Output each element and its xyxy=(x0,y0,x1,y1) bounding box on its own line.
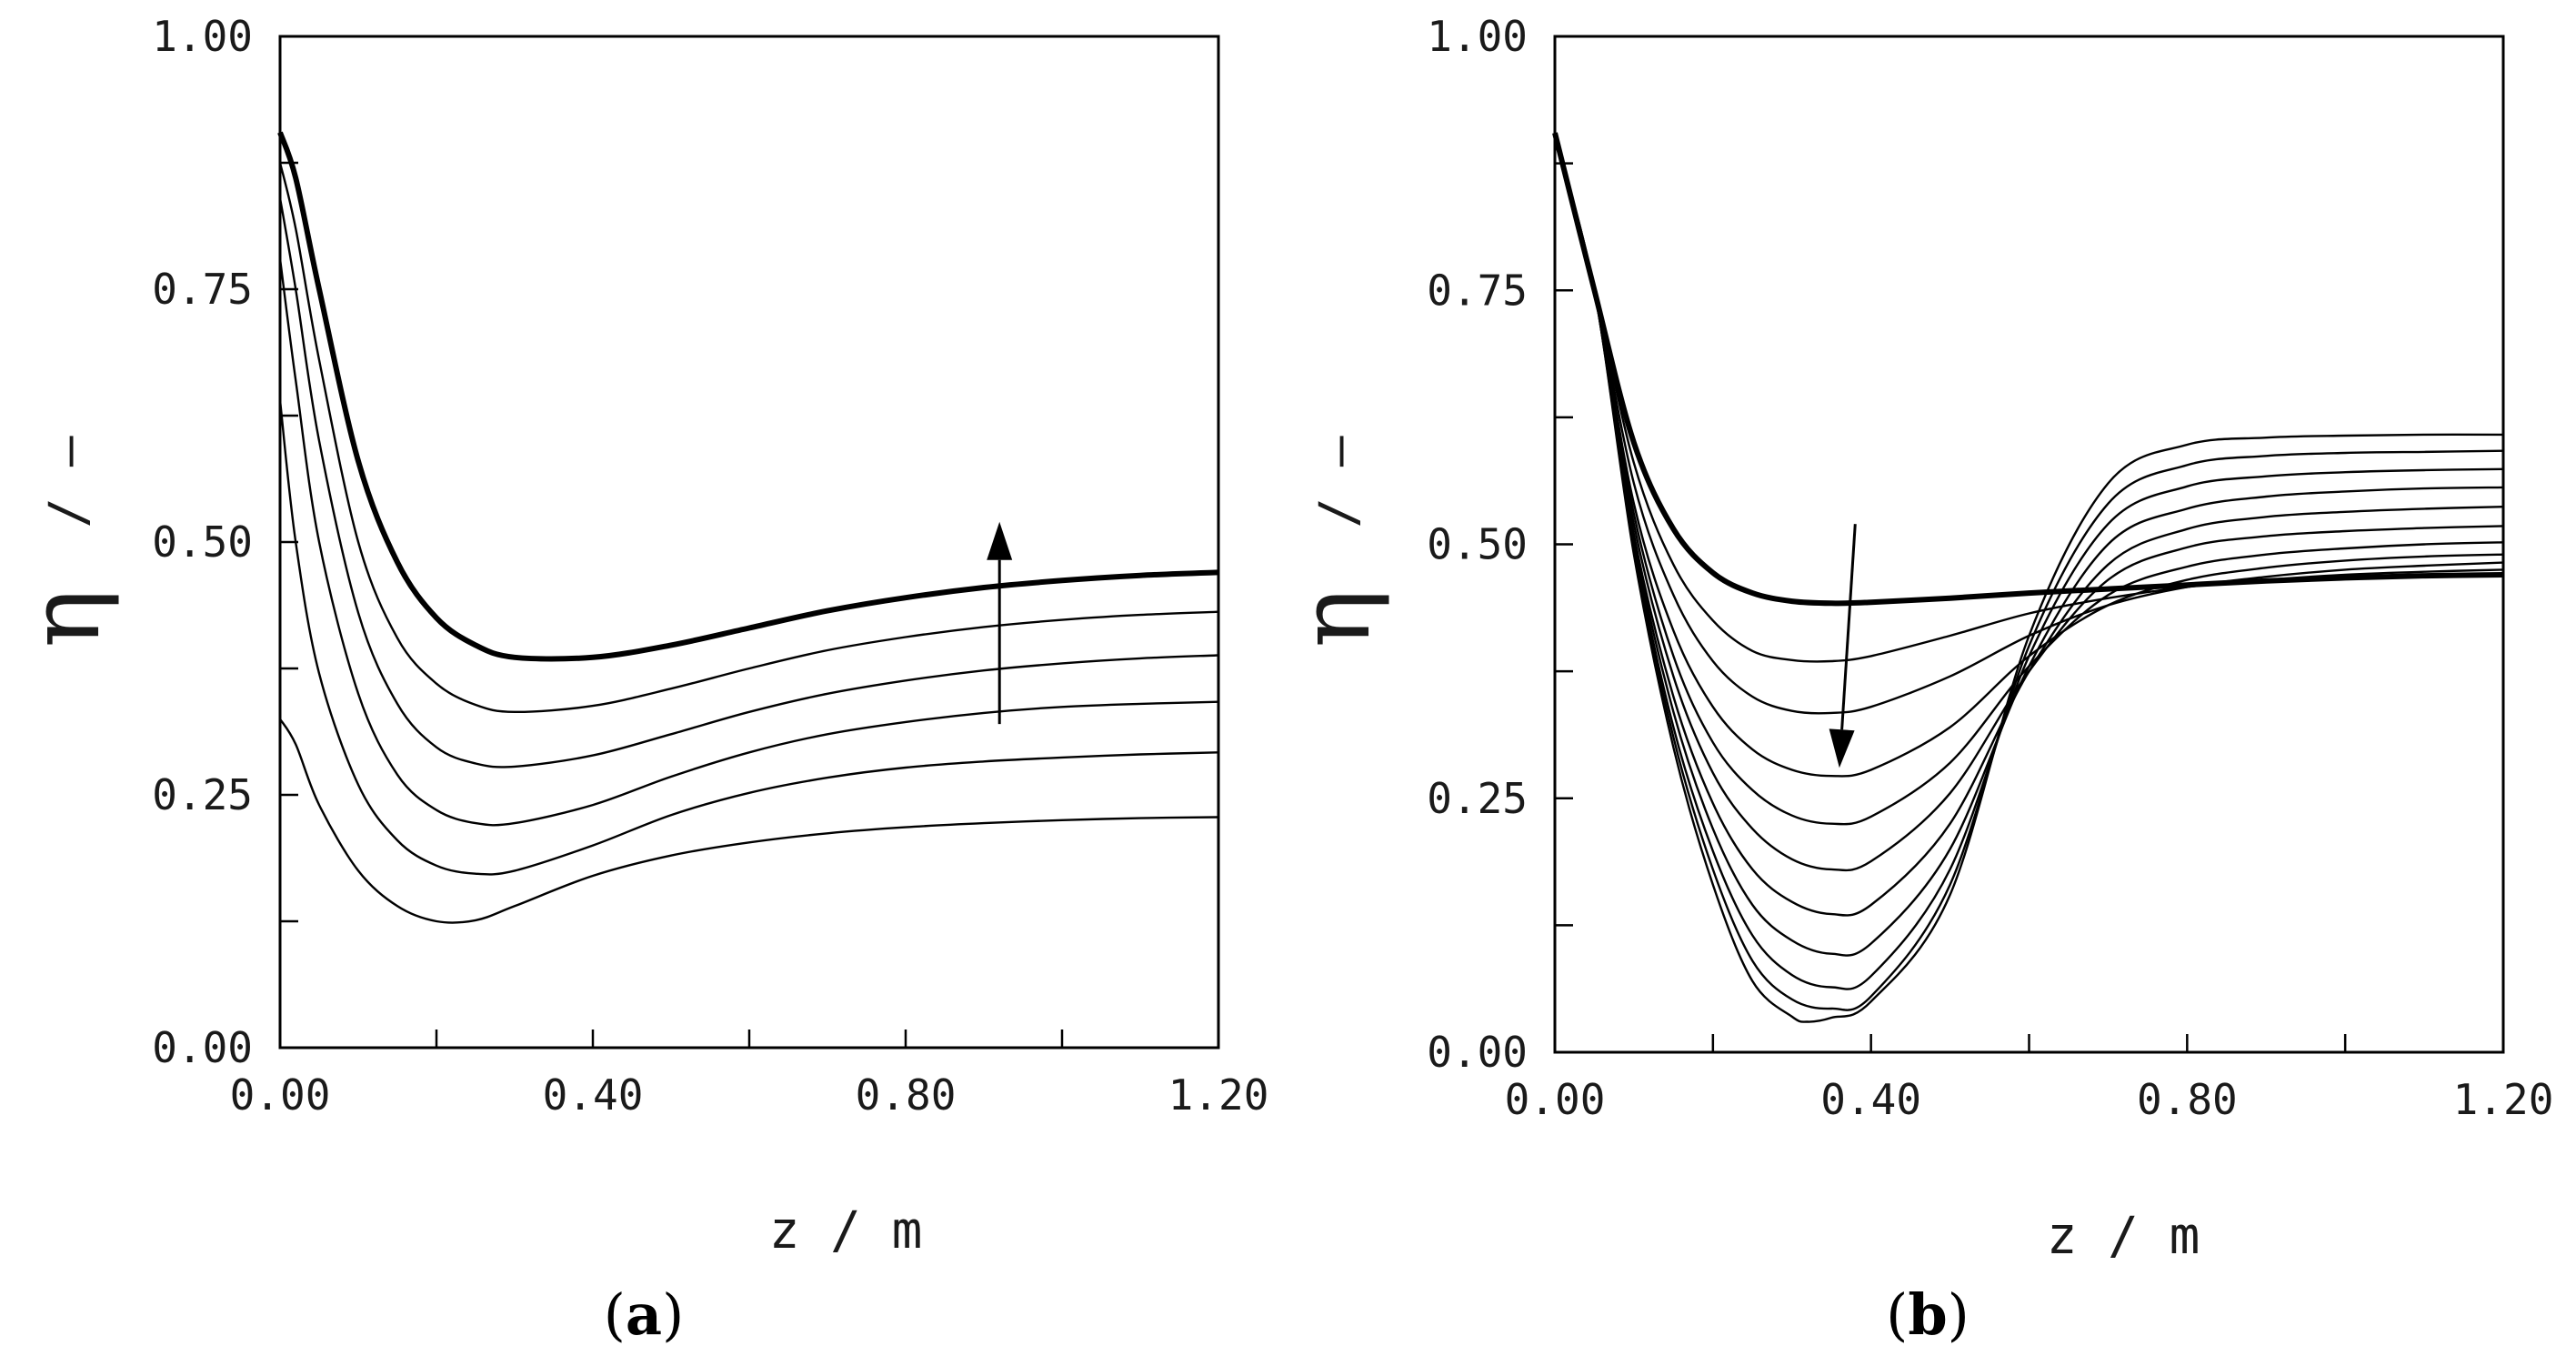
y-axis-symbol-b: η xyxy=(1278,589,1392,648)
plot-frame-a xyxy=(278,35,1220,1050)
series-line-b-curve-11 xyxy=(1553,137,2504,1023)
panel-b: 0.00 0.40 0.80 1.20 0.00 0.25 0.50 0.75 1.00 z /… xyxy=(1278,12,2553,1348)
series-line-a-curve-3 xyxy=(278,258,1219,827)
plot-frame-b xyxy=(1553,35,2505,1054)
y-tick-label-a-1: 0.25 xyxy=(152,770,253,819)
y-axis-label-a: η / – xyxy=(8,436,122,648)
panel-label-b: (b) xyxy=(1886,1281,1970,1348)
x-axis-label-a: z / m xyxy=(769,1201,923,1261)
x-tick-label-a-3: 1.20 xyxy=(1168,1070,1269,1120)
direction-arrow-a xyxy=(987,521,1013,725)
arrow-head-a xyxy=(987,521,1013,560)
series-line-a-curve-1 xyxy=(278,718,1219,924)
y-tick-label-a-3: 0.75 xyxy=(152,265,253,314)
y-tick-label-b-2: 0.50 xyxy=(1427,520,1528,569)
ticks-b xyxy=(1553,35,2505,1054)
series-line-b-curve-5 xyxy=(1553,137,2504,826)
series-line-b-curve-3 xyxy=(1553,137,2504,715)
x-tick-label-a-0: 0.00 xyxy=(230,1070,331,1120)
y-tick-label-a-0: 0.00 xyxy=(152,1023,253,1072)
x-tick-label-a-1: 0.40 xyxy=(543,1070,644,1120)
y-tick-label-b-3: 0.75 xyxy=(1427,266,1528,315)
series-line-a-curve-4 xyxy=(278,197,1219,768)
x-axis-label-b: z / m xyxy=(2047,1207,2200,1266)
series-line-b-curve-4 xyxy=(1553,137,2504,778)
series-line-a-curve-6-bold xyxy=(277,131,1219,662)
tick-labels-b: 0.00 0.40 0.80 1.20 0.00 0.25 0.50 0.75 1.00 xyxy=(1427,12,2553,1124)
y-axis-unit-a: / – xyxy=(39,436,98,527)
y-tick-label-a-2: 0.50 xyxy=(152,517,253,567)
curves-a xyxy=(277,131,1219,924)
ticks-a xyxy=(278,35,1220,1050)
x-tick-label-b-3: 1.20 xyxy=(2453,1075,2554,1124)
x-tick-label-b-1: 0.40 xyxy=(1820,1075,1921,1124)
series-line-b-curve-1-bold xyxy=(1552,132,2504,607)
panel-label-a: (a) xyxy=(604,1281,685,1348)
arrow-head-b xyxy=(1829,728,1855,768)
x-tick-label-b-2: 0.80 xyxy=(2137,1075,2238,1124)
series-line-b-curve-9 xyxy=(1553,137,2504,990)
y-tick-label-b-0: 0.00 xyxy=(1427,1028,1528,1077)
curves-b xyxy=(1552,132,2504,1023)
y-tick-label-b-1: 0.25 xyxy=(1427,774,1528,823)
series-line-a-curve-2 xyxy=(278,400,1219,876)
series-line-b-curve-2 xyxy=(1553,137,2504,663)
series-line-b-curve-7 xyxy=(1553,137,2504,917)
y-axis-symbol-a: η xyxy=(8,589,122,648)
x-tick-label-a-2: 0.80 xyxy=(856,1070,957,1120)
panel-a: 0.00 0.40 0.80 1.20 0.00 0.25 0.50 0.75 1.00 z /… xyxy=(8,12,1268,1348)
y-axis-unit-b: / – xyxy=(1309,436,1368,527)
arrow-shaft-b xyxy=(1840,524,1857,730)
y-tick-label-a-4: 1.00 xyxy=(152,12,253,61)
series-line-a-curve-5 xyxy=(278,162,1219,714)
series-line-b-curve-6 xyxy=(1553,137,2504,872)
y-tick-label-b-4: 1.00 xyxy=(1427,12,1528,61)
y-axis-label-b: η / – xyxy=(1278,436,1392,648)
tick-labels-a: 0.00 0.40 0.80 1.20 0.00 0.25 0.50 0.75 1.00 xyxy=(152,12,1268,1120)
x-tick-label-b-0: 0.00 xyxy=(1505,1075,1606,1124)
direction-arrow-b xyxy=(1829,524,1857,768)
